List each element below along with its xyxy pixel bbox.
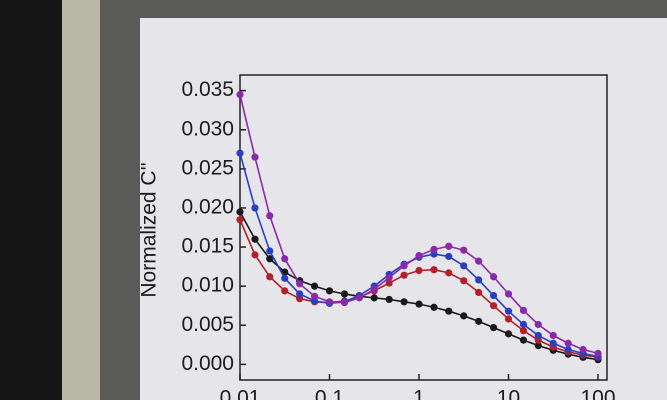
y-tick-label: 0.030 — [181, 117, 234, 140]
data-point — [400, 262, 408, 270]
data-point — [236, 90, 244, 99]
y-tick-label: 0.005 — [181, 313, 234, 336]
data-point — [355, 294, 363, 302]
toolbar — [62, 0, 100, 400]
data-point — [549, 339, 557, 347]
data-point — [236, 208, 244, 216]
data-point — [266, 273, 274, 281]
data-point — [281, 274, 289, 282]
data-point — [340, 298, 349, 307]
data-point — [415, 266, 423, 275]
data-point — [251, 153, 259, 161]
data-point — [445, 242, 453, 250]
data-point — [296, 290, 304, 298]
data-point — [430, 303, 438, 311]
data-point — [519, 336, 528, 344]
data-point — [460, 246, 468, 254]
x-tick-label: 100 — [580, 387, 615, 400]
data-point — [534, 341, 542, 350]
data-point — [370, 294, 378, 302]
y-axis-label: Normalized C'' — [138, 162, 161, 297]
data-point — [385, 295, 393, 304]
plot-frame — [239, 74, 608, 381]
y-tick-label: 0.015 — [181, 235, 234, 258]
data-point — [296, 280, 304, 288]
data-point — [445, 307, 453, 315]
y-tick-label: 0.025 — [181, 156, 234, 179]
data-point — [430, 266, 438, 274]
x-tick-label: 10 — [497, 387, 520, 400]
data-point — [266, 255, 274, 263]
data-point — [325, 287, 334, 295]
graph-page — [140, 18, 667, 400]
data-point — [385, 279, 393, 287]
data-point — [475, 317, 483, 325]
data-point — [504, 307, 513, 315]
x-tick-label: 0.1 — [315, 387, 344, 400]
data-point — [475, 257, 483, 265]
data-point — [251, 235, 259, 243]
x-tick-label: 0.01 — [220, 387, 261, 400]
data-point — [475, 276, 483, 284]
data-point — [489, 291, 498, 300]
data-point — [519, 327, 528, 335]
data-point — [504, 290, 513, 298]
data-point — [281, 255, 289, 263]
data-point — [310, 292, 319, 300]
data-point — [251, 251, 259, 259]
data-point — [489, 324, 498, 332]
data-point — [281, 287, 289, 295]
data-point — [400, 298, 408, 306]
data-point — [534, 331, 542, 340]
data-point — [519, 306, 528, 314]
data-point — [475, 288, 483, 297]
data-point — [460, 277, 468, 285]
data-point — [310, 282, 319, 290]
data-point — [430, 245, 438, 253]
data-point — [251, 204, 259, 212]
data-point — [325, 298, 334, 306]
data-point — [460, 262, 468, 270]
data-point — [549, 331, 557, 340]
data-point — [564, 345, 572, 354]
data-point — [579, 345, 587, 354]
data-point — [445, 252, 453, 261]
data-point — [594, 349, 602, 358]
y-tick-label: 0.020 — [181, 195, 234, 218]
data-point — [504, 315, 513, 323]
data-point — [415, 300, 423, 308]
data-point — [400, 271, 408, 279]
data-point — [460, 312, 468, 320]
data-point — [370, 285, 378, 293]
data-point — [236, 149, 244, 157]
data-point — [415, 252, 423, 260]
data-point — [504, 330, 513, 338]
data-point — [489, 302, 498, 310]
y-tick-label: 0.000 — [181, 352, 234, 375]
data-point — [445, 269, 453, 277]
data-point — [266, 247, 274, 255]
data-point — [266, 212, 274, 220]
y-tick-label: 0.010 — [181, 274, 234, 297]
data-point — [489, 273, 498, 281]
x-tick-label: 1 — [413, 387, 425, 400]
data-point — [385, 273, 393, 282]
data-point — [236, 216, 244, 224]
y-tick-label: 0.035 — [181, 78, 234, 101]
data-point — [534, 320, 542, 329]
data-point — [340, 290, 349, 298]
data-point — [519, 320, 528, 329]
data-point — [564, 339, 572, 347]
